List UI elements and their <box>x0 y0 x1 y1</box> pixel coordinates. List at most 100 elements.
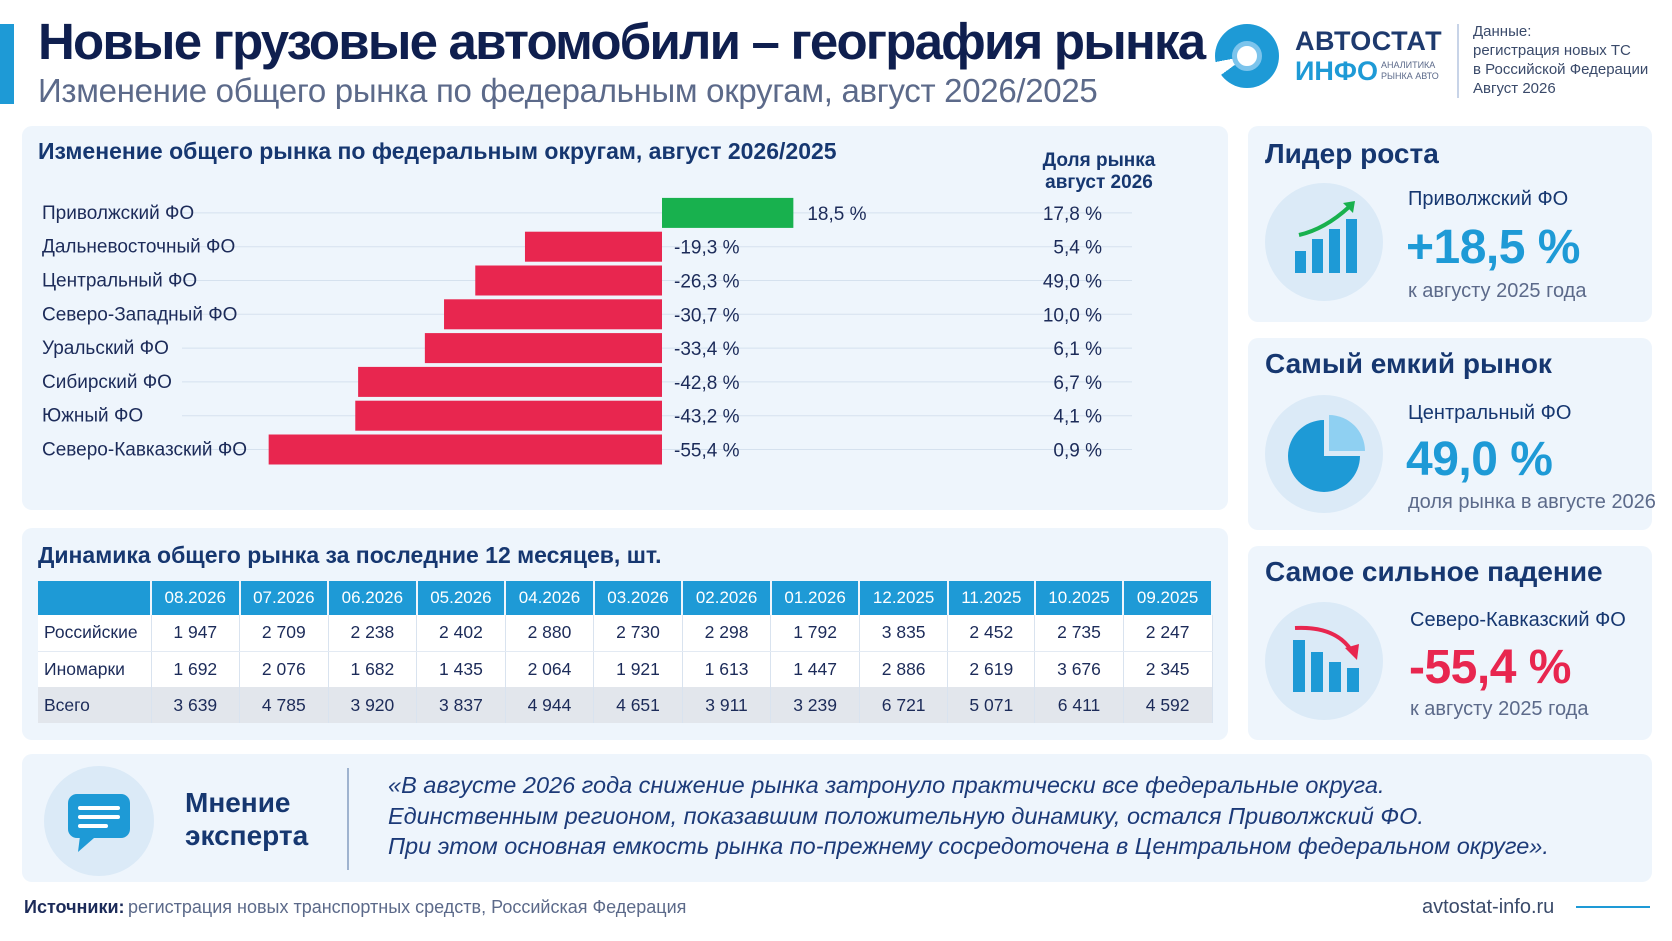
bar <box>355 400 662 431</box>
value-label: -26,3 % <box>674 272 740 293</box>
table-cell: 2 886 <box>859 651 949 687</box>
bar <box>444 299 662 330</box>
expert-quote: «В августе 2026 года снижение рынка затр… <box>388 770 1549 862</box>
table-cell: 1 682 <box>328 651 418 687</box>
column-header: 08.2026 <box>151 581 241 615</box>
table-header-row: 08.2026 07.2026 06.2026 05.2026 04.2026 … <box>38 581 1213 615</box>
market-share-label: 49,0 % <box>1043 272 1102 293</box>
table-cell: 1 792 <box>770 615 860 652</box>
column-header: 12.2025 <box>859 581 949 615</box>
bar <box>662 197 794 228</box>
logo-inner-ring <box>1232 41 1262 71</box>
column-header: 04.2026 <box>505 581 595 615</box>
table-corner-cell <box>38 581 152 615</box>
decline-region: Северо-Кавказский ФО <box>1410 609 1626 631</box>
table-cell: 6 411 <box>1034 687 1124 723</box>
table-cell: 1 692 <box>151 651 241 687</box>
column-header: 05.2026 <box>416 581 507 615</box>
leader-value: +18,5 % <box>1406 221 1580 274</box>
category-label: Северо-Кавказский ФО <box>42 440 247 461</box>
row-label: Российские <box>38 615 152 652</box>
decline-note: к августу 2025 года <box>1410 698 1589 720</box>
expert-title: Мнение эксперта <box>185 786 308 852</box>
leader-region: Приволжский ФО <box>1408 188 1569 210</box>
chat-bubble-icon-svg <box>68 794 130 852</box>
bar <box>358 366 662 397</box>
table-cell: 2 402 <box>416 615 506 652</box>
table-cell: 4 785 <box>239 687 329 723</box>
table-row: Всего 3 639 4 785 3 920 3 837 4 944 4 651 3 911… <box>38 687 1213 723</box>
market-share-label: 6,7 % <box>1053 373 1102 394</box>
source-text: регистрация новых транспортных средств, … <box>128 897 687 917</box>
chat-bubble-icon <box>44 766 154 876</box>
category-label: Южный ФО <box>42 406 143 427</box>
growth-chart-icon <box>1265 183 1383 301</box>
table-cell: 2 076 <box>239 651 329 687</box>
header-divider <box>1457 24 1459 98</box>
table-cell: 3 911 <box>682 687 772 723</box>
column-header: 10.2025 <box>1034 581 1125 615</box>
row-label: Иномарки <box>38 651 152 687</box>
category-label: Сибирский ФО <box>42 372 172 393</box>
table-cell: 2 064 <box>505 651 595 687</box>
value-label: -55,4 % <box>674 441 740 462</box>
row-label: Всего <box>38 687 152 723</box>
table-cell: 6 721 <box>859 687 949 723</box>
value-label: -42,8 % <box>674 373 740 394</box>
pie-chart-icon-svg <box>1288 415 1365 492</box>
decline-chart-icon <box>1265 602 1383 720</box>
value-label: -19,3 % <box>674 238 740 259</box>
table-cell: 2 735 <box>1034 615 1124 652</box>
table-cell: 2 619 <box>947 651 1036 687</box>
table-cell: 3 239 <box>770 687 860 723</box>
market-share-label: 4,1 % <box>1053 407 1102 428</box>
leader-title: Лидер роста <box>1265 138 1439 169</box>
decline-value: -55,4 % <box>1409 641 1571 694</box>
table-cell: 3 837 <box>416 687 506 723</box>
table-cell: 3 920 <box>328 687 418 723</box>
table-cell: 2 709 <box>239 615 329 652</box>
category-label: Уральский ФО <box>42 338 169 359</box>
quote-line: «В августе 2026 года снижение рынка затр… <box>388 772 1385 798</box>
table-cell: 1 447 <box>770 651 860 687</box>
category-label: Приволжский ФО <box>42 203 194 224</box>
market-share-label: 5,4 % <box>1053 238 1102 259</box>
category-label: Северо-Западный ФО <box>42 304 237 325</box>
table-cell: 2 247 <box>1123 615 1213 652</box>
site-link[interactable]: avtostat-info.ru <box>1422 896 1555 918</box>
expert-divider <box>347 768 349 870</box>
category-label: Дальневосточный ФО <box>42 237 235 258</box>
market-share-header: Доля рынка август 2026 <box>1042 150 1156 193</box>
quote-line: Единственным регионом, показавшим положи… <box>388 802 1424 829</box>
chart-title: Изменение общего рынка по федеральным ок… <box>38 138 837 164</box>
table-cell: 3 639 <box>151 687 241 723</box>
leader-note: к августу 2025 года <box>1408 280 1587 302</box>
decline-title: Самое сильное падение <box>1265 556 1603 587</box>
data-source-note: Данные: регистрация новых ТС в Российско… <box>1473 22 1668 98</box>
expert-panel <box>22 754 1652 882</box>
decline-chart-icon-svg <box>1293 625 1359 692</box>
category-label: Центральный ФО <box>42 271 197 292</box>
data-note-line: Данные: <box>1473 23 1532 40</box>
column-header: 06.2026 <box>328 581 418 615</box>
largest-region: Центральный ФО <box>1408 402 1572 424</box>
title-accent-bar <box>0 24 14 104</box>
logo-text-line1: АВТОСТАТ <box>1295 26 1443 56</box>
market-share-label: 6,1 % <box>1053 339 1102 360</box>
table-cell: 3 835 <box>859 615 949 652</box>
table-row: Российские 1 947 2 709 2 238 2 402 2 880 2 730… <box>38 615 1213 652</box>
table-cell: 1 613 <box>682 651 772 687</box>
column-header: 09.2025 <box>1123 581 1213 615</box>
data-note-line: регистрация новых ТС <box>1473 42 1631 59</box>
table-cell: 2 730 <box>593 615 683 652</box>
table-cell: 1 435 <box>416 651 506 687</box>
source-label: Источники: <box>24 897 125 917</box>
value-label: -30,7 % <box>674 305 740 326</box>
largest-value: 49,0 % <box>1406 433 1553 486</box>
data-note-line: Август 2026 <box>1473 80 1556 97</box>
table-cell: 4 592 <box>1123 687 1213 723</box>
table-cell: 1 921 <box>593 651 683 687</box>
logo-text-line2: ИНФО <box>1295 56 1378 86</box>
table-row: Иномарки 1 692 2 076 1 682 1 435 2 064 1 921 1 … <box>38 651 1213 687</box>
page-subtitle: Изменение общего рынка по федеральным ок… <box>38 72 1098 109</box>
